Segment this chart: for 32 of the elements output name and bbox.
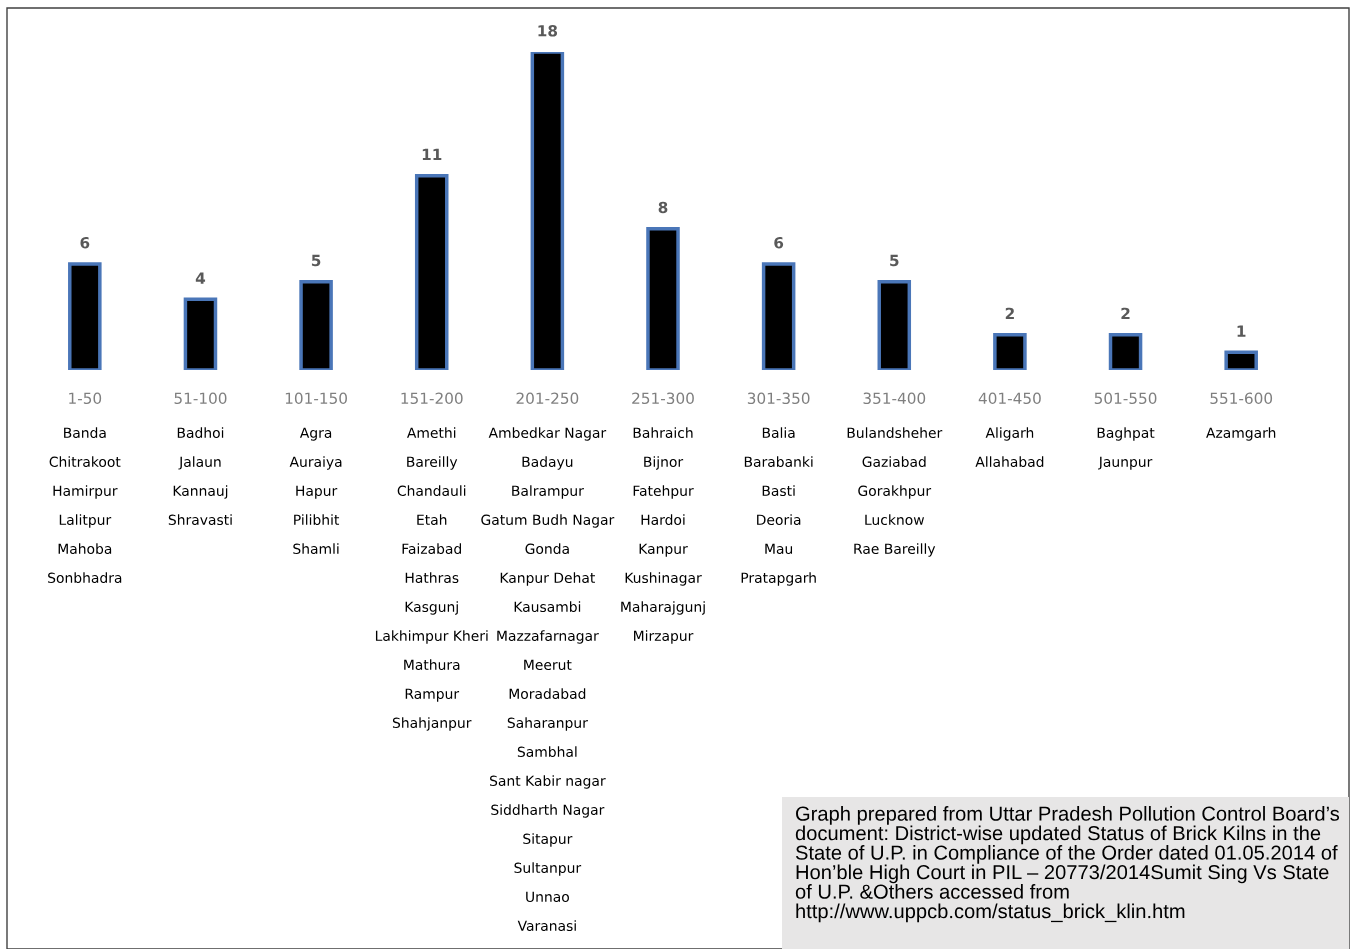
text: Bulandsheher Gaziabad Gorakhpur Lucknow Rae Bareilly	[847, 427, 943, 557]
x-tick-label: 401-450	[978, 392, 1041, 405]
text: Banda Chitrakoot Hamirpur Lalitpur Mahoba Sonbhadra	[48, 427, 122, 584]
data-label: 4	[195, 272, 206, 284]
text: Agra Auraiya Hapur Pilibhit Shamli	[289, 427, 342, 555]
text: Azamgarh	[1206, 427, 1276, 441]
x-tick-label: 301-350	[747, 392, 810, 405]
x-tick-label: 251-300	[632, 392, 694, 405]
data-label: 5	[311, 254, 321, 267]
x-tick-label: 501-550	[1094, 392, 1157, 405]
text: Balia Barabanki Basti Deoria Mau Pratapgarh	[741, 427, 816, 586]
text: Badhoi Jalaun Kannauj Shravasti	[168, 427, 232, 526]
text: Baghpat Jaunpur	[1097, 427, 1155, 470]
x-tick-label: 351-400	[863, 392, 926, 405]
text: Bahraich Bijnor Fatehpur Hardoi Kanpur Kushinagar Maharajgunj Mirzapur	[621, 427, 705, 644]
x-tick-label: 101-150	[285, 392, 347, 405]
data-label: 2	[1005, 307, 1014, 319]
x-tick-label: 51-100	[174, 392, 227, 405]
data-label: 5	[890, 254, 899, 267]
x-tick-label: 551-600	[1210, 392, 1273, 405]
data-label: 2	[1121, 307, 1130, 319]
x-tick-label: 1-50	[69, 392, 102, 405]
data-label: 6	[80, 237, 90, 249]
data-label: 1	[1237, 325, 1246, 337]
text: Aligarh Allahabad	[975, 427, 1044, 468]
x-tick-label: 151-200	[401, 392, 463, 405]
data-label: 18	[538, 24, 558, 37]
data-label: 6	[774, 237, 784, 249]
data-label: 8	[658, 201, 668, 214]
data-label: 11	[422, 148, 442, 160]
text: Graph prepared from Uttar Pradesh Pollution Control Board’s document: District-wise updated Status of Brick Kilns in the State of U.P. in Compliance of the Order dated 01.05.2014 of Hon’ble High Court in PIL – 20773/2014Sumit Sing Vs State of U.P. &Others accessed from http://www.uppcb.com/status_brick_klin.htm	[795, 806, 1340, 923]
x-tick-label: 201-250	[516, 392, 579, 405]
